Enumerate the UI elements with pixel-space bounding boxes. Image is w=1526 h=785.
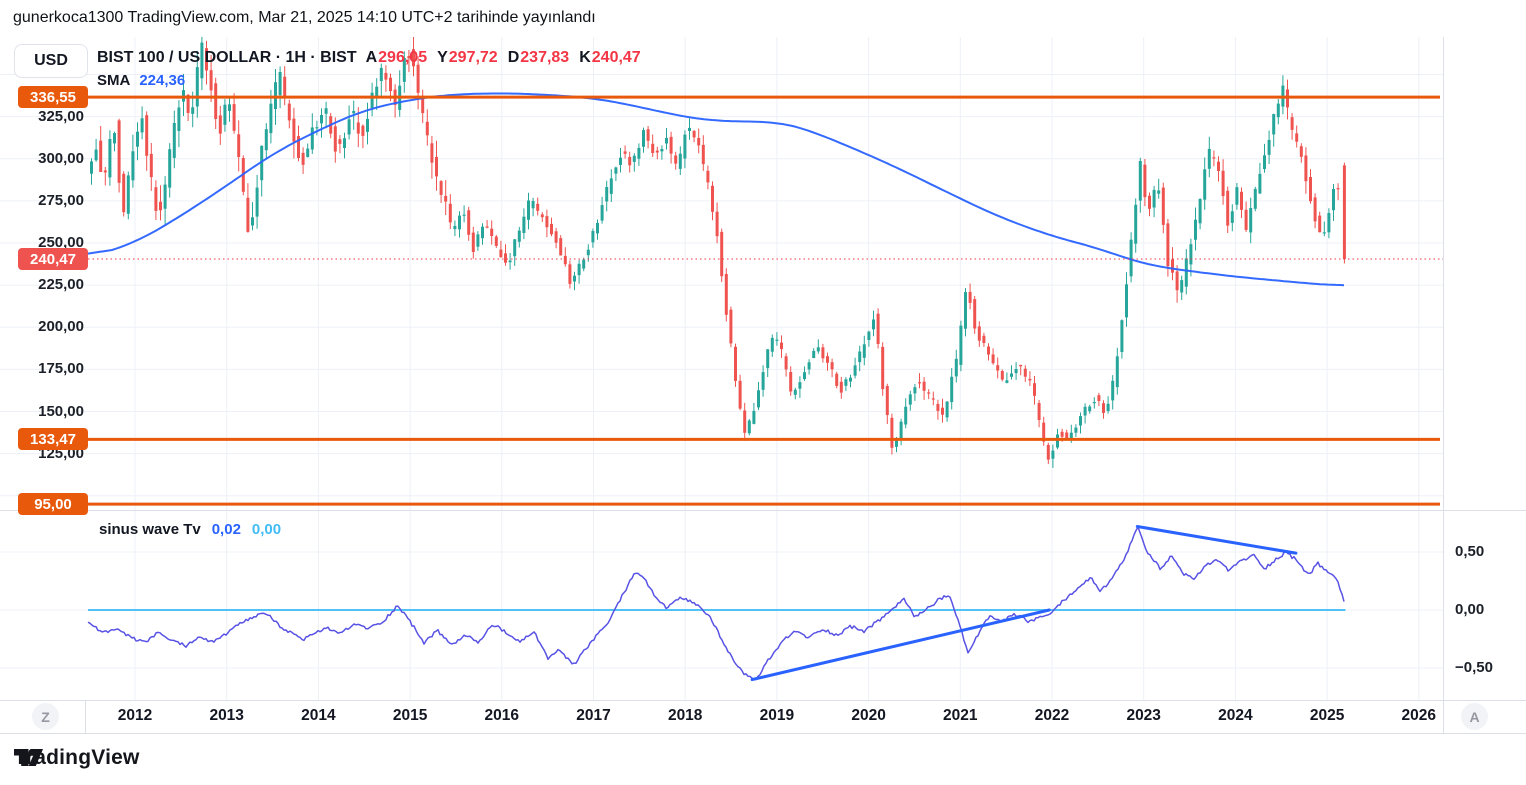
symbol-title[interactable]: BIST 100 / US DOLLAR · 1H · BIST [97, 49, 357, 66]
sma-value: 224,36 [139, 72, 186, 89]
main-legend: BIST 100 / US DOLLAR · 1H · BIST A 296,05… [97, 49, 641, 89]
trend-line[interactable] [1135, 524, 1298, 555]
ohlc-item: Y 297,72 [437, 49, 498, 67]
year-axis-label: 2026 [1401, 707, 1437, 724]
auto-scale-button[interactable]: A [1461, 703, 1488, 730]
year-axis-label: 2017 [576, 707, 611, 724]
price-axis-label: 200,00 [38, 318, 84, 336]
price-axis-label: 175,00 [38, 360, 84, 378]
price-axis-label: 325,00 [38, 107, 84, 125]
price-axis-label: 300,00 [38, 149, 84, 167]
ohlc-values: A 296,05 Y 297,72 D 237,83 K 240,47 [366, 49, 641, 67]
year-axis-label: 2019 [759, 707, 795, 724]
tradingview-branding[interactable]: TradingView [14, 746, 140, 770]
price-scale-left[interactable]: 325,00 300,00 275,00 250,00 225,00 200,00 175,… [0, 37, 92, 516]
timezone-button[interactable]: Z [32, 703, 59, 730]
year-axis-label: 2015 [392, 707, 428, 724]
grid [0, 37, 1443, 700]
sinus-wave-line [87, 526, 1345, 681]
price-axis-label: 250,00 [38, 234, 84, 251]
sma-line [87, 92, 1345, 287]
indicator-value-1: 0,02 [211, 521, 241, 538]
ohlc-key: A [365, 49, 378, 66]
time-axis[interactable]: Z A 2012 2013 2014 2015 2016 2017 2018 2019 2020… [0, 700, 1526, 733]
ohlc-key: D [507, 49, 520, 66]
indicator-axis-label: 0,00 [1455, 601, 1485, 618]
brand-name: TradingView [14, 746, 140, 769]
price-axis-label: 275,00 [38, 191, 84, 209]
ohlc-key: Y [437, 49, 448, 66]
year-axis-label: 2025 [1309, 707, 1345, 724]
currency-toggle-button[interactable]: USD [14, 44, 88, 78]
ohlc-item: A 296,05 [366, 49, 428, 67]
year-axis-label: 2023 [1126, 707, 1161, 724]
year-axis-label: 2016 [484, 707, 520, 724]
candlestick-series [90, 37, 1346, 468]
indicator-legend: sinus wave Tv 0,02 0,00 [99, 521, 281, 538]
year-axis-label: 2012 [117, 707, 153, 724]
published-note: gunerkoca1300 TradingView.com, Mar 21, 2… [13, 9, 596, 26]
ohlc-value: 237,83 [520, 49, 570, 66]
year-axis-label: 2022 [1034, 707, 1070, 724]
price-axis-label: 150,00 [38, 402, 84, 420]
year-axis-label: 2014 [301, 707, 336, 724]
indicator-value-2: 0,00 [251, 521, 282, 538]
year-axis-label: 2013 [209, 707, 244, 724]
pane-borders [0, 37, 1526, 734]
indicator-axis-label: −0,50 [1455, 659, 1493, 676]
price-axis-label: 225,00 [38, 276, 84, 294]
year-axis-label: 2020 [851, 707, 886, 724]
ohlc-item: K 240,47 [579, 49, 641, 67]
price-level-badge: 336,55 [18, 86, 88, 109]
trend-line[interactable] [750, 608, 1051, 682]
ohlc-value: 240,47 [591, 49, 641, 66]
price-level-badge: 240,47 [18, 248, 88, 271]
price-level-badge: 95,00 [18, 493, 88, 516]
indicator-scale-right[interactable]: 0,50 0,00 −0,50 [1444, 38, 1526, 700]
year-axis-label: 2018 [667, 707, 703, 724]
ohlc-key: K [579, 49, 591, 66]
year-axis-label: 2021 [943, 707, 978, 724]
year-axis-label: 2024 [1218, 707, 1253, 724]
ohlc-item: D 237,83 [508, 49, 570, 67]
sma-label[interactable]: SMA [97, 72, 131, 89]
tradingview-logo-icon [14, 748, 43, 766]
ohlc-value: 297,72 [448, 49, 498, 66]
indicator-name[interactable]: sinus wave Tv [99, 521, 201, 538]
indicator-axis-label: 0,50 [1455, 543, 1485, 560]
price-level-badge: 133,47 [18, 428, 88, 451]
ohlc-value: 296,05 [378, 49, 428, 66]
